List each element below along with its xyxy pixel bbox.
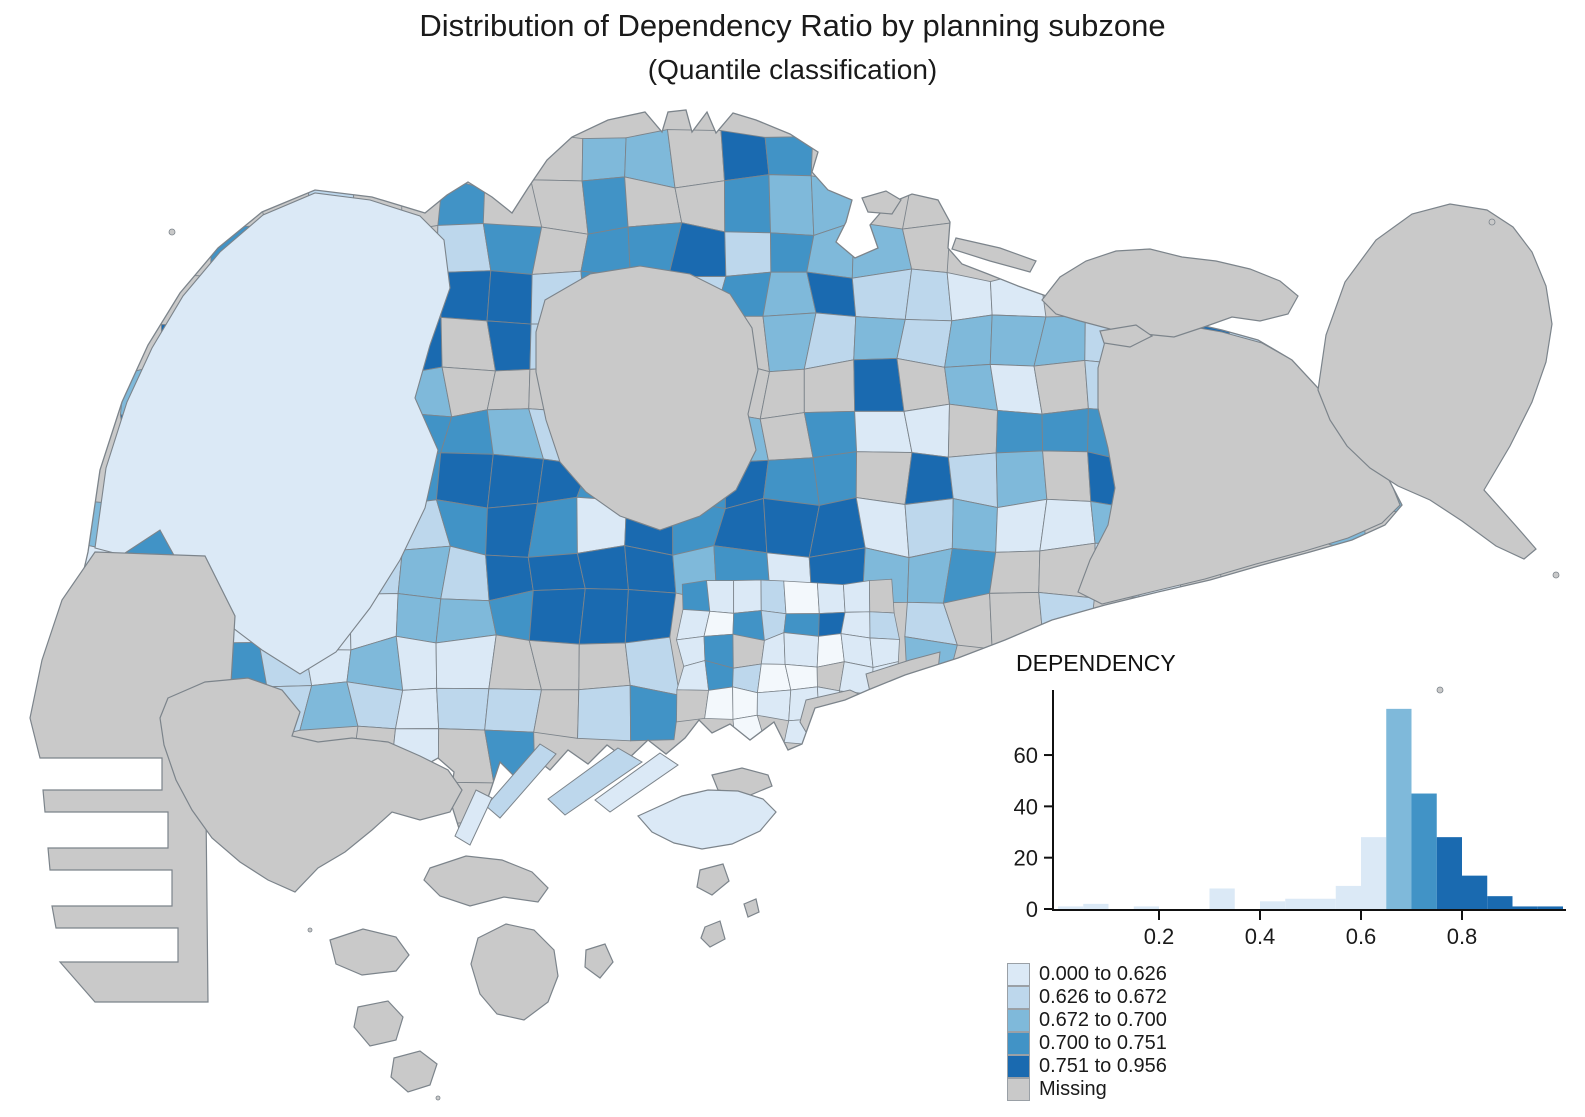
legend-item: 0.672 to 0.700 (1007, 1008, 1167, 1032)
histogram-bar (1386, 708, 1412, 909)
histogram-bar (1537, 906, 1563, 909)
histogram-x-tick-label: 0.6 (1346, 924, 1377, 949)
histogram-bar (1335, 885, 1361, 909)
legend-label: 0.672 to 0.700 (1039, 1009, 1167, 1031)
histogram-bar (1133, 906, 1159, 909)
histogram-y-tick-label: 20 (1014, 846, 1038, 871)
histogram-bar (1260, 901, 1286, 909)
histogram-bar (1462, 875, 1488, 909)
legend-swatch (1007, 1031, 1030, 1055)
histogram-bar (1310, 898, 1336, 909)
dependency-histogram: 0 20 40 60 0.2 0.4 0.6 0.8 (1014, 690, 1566, 949)
sentosa-island (637, 789, 777, 850)
legend-item: 0.751 to 0.956 (1007, 1054, 1167, 1078)
histogram-bar (1285, 898, 1311, 909)
central-catchment-zone (535, 265, 759, 531)
histogram-bar (1487, 896, 1513, 909)
histogram-bar (1083, 903, 1109, 909)
histogram-y-tick-label: 0 (1026, 897, 1038, 922)
figure-title: Distribution of Dependency Ratio by plan… (419, 8, 1166, 43)
legend-item: 0.700 to 0.751 (1007, 1031, 1167, 1055)
histogram-x-tick-label: 0.2 (1144, 924, 1175, 949)
legend-swatch (1007, 985, 1030, 1009)
histogram-title: DEPENDENCY (1016, 650, 1176, 676)
histogram-bar (1058, 906, 1084, 909)
mainland-subzones (72, 110, 1402, 838)
legend-item: 0.626 to 0.672 (1007, 985, 1167, 1009)
legend-item: 0.000 to 0.626 (1007, 962, 1167, 986)
histogram-x-tick-label: 0.8 (1447, 924, 1478, 949)
legend-label: 0.751 to 0.956 (1039, 1055, 1167, 1077)
legend-label: 0.000 to 0.626 (1039, 963, 1167, 985)
figure-subtitle: (Quantile classification) (647, 54, 938, 85)
legend-label: Missing (1039, 1078, 1107, 1100)
histogram-bar (1209, 888, 1235, 909)
legend-swatch (1007, 1077, 1030, 1101)
histogram-y-tick-label: 60 (1014, 743, 1038, 768)
map-legend: 0.000 to 0.626 0.626 to 0.672 0.672 to 0.7… (1007, 962, 1167, 1101)
offshore-islands (159, 190, 1560, 1101)
legend-swatch (1007, 1054, 1030, 1078)
histogram-x-tick-label: 0.4 (1245, 924, 1276, 949)
legend-label: 0.626 to 0.672 (1039, 986, 1167, 1008)
legend-swatch (1007, 1008, 1030, 1032)
port-piers (454, 743, 679, 846)
legend-label: 0.700 to 0.751 (1039, 1032, 1167, 1054)
legend-item: Missing (1007, 1077, 1167, 1101)
histogram-bar (1411, 793, 1437, 909)
histogram-bar (1361, 837, 1387, 909)
histogram-y-tick-label: 40 (1014, 794, 1038, 819)
histogram-bar (1436, 837, 1462, 909)
histogram-bar (1512, 906, 1538, 909)
legend-swatch (1007, 962, 1030, 986)
